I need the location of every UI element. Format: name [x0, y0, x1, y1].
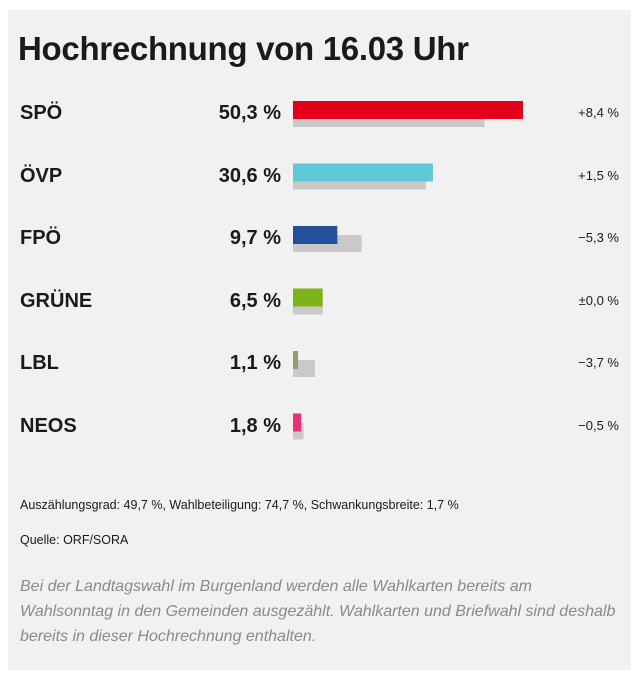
current-result-bar [293, 101, 523, 119]
source-footnote: Quelle: ORF/SORA [20, 533, 129, 547]
vote-share-label: 30,6 % [218, 164, 281, 187]
party-label: NEOS [20, 414, 77, 437]
previous-result-bar [293, 360, 315, 377]
party-label: FPÖ [20, 227, 62, 249]
change-label: −5,3 % [578, 230, 619, 245]
current-result-bar [293, 163, 433, 182]
current-result-bar [293, 226, 338, 244]
change-label: ±0,0 % [578, 292, 619, 308]
change-label: +8,4 % [578, 105, 619, 120]
current-result-bar [293, 288, 323, 307]
change-label: −0,5 % [578, 417, 619, 433]
result-row: ÖVP 30,6 % +1,5 % [0, 159, 639, 199]
party-label: ÖVP [20, 164, 63, 187]
result-row: GRÜNE 6,5 % ±0,0 % [0, 284, 639, 324]
vote-share-label: 9,7 % [229, 227, 281, 249]
vote-share-label: 1,8 % [229, 414, 281, 437]
current-result-bar [293, 413, 302, 432]
result-row: LBL 1,1 % −3,7 % [0, 346, 639, 386]
result-row: FPÖ 9,7 % −5,3 % [0, 221, 639, 261]
current-result-bar [293, 351, 299, 369]
vote-share-label: 50,3 % [218, 102, 281, 124]
result-row: NEOS 1,8 % −0,5 % [0, 409, 639, 449]
result-row: SPÖ 50,3 % +8,4 % [0, 96, 639, 136]
stats-footnote: Auszählungsgrad: 49,7 %, Wahlbeteiligung… [20, 498, 459, 512]
change-label: +1,5 % [578, 167, 619, 183]
party-label: GRÜNE [20, 289, 93, 312]
change-label: −3,7 % [578, 355, 619, 370]
party-label: SPÖ [20, 102, 63, 124]
vote-share-label: 1,1 % [229, 352, 281, 374]
explanatory-note: Bei der Landtagswahl im Burgenland werde… [20, 578, 616, 645]
vote-share-label: 6,5 % [229, 289, 281, 312]
party-label: LBL [20, 352, 59, 374]
chart-title: Hochrechnung von 16.03 Uhr [18, 30, 469, 67]
